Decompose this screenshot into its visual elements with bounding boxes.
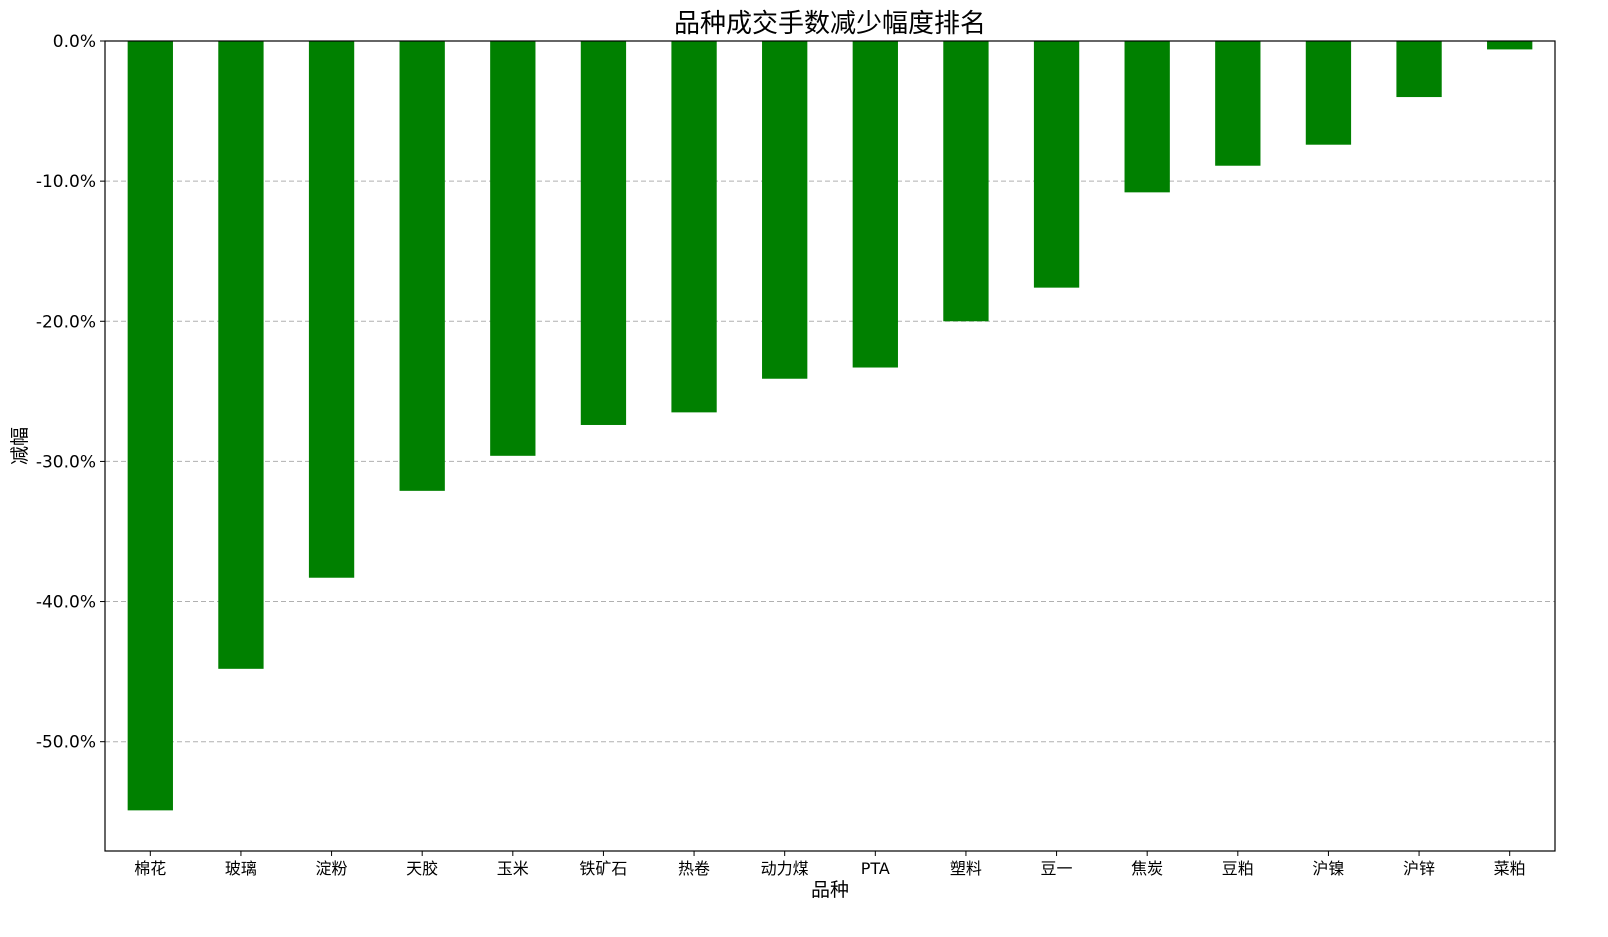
x-tick-label: 棉花 [134, 859, 166, 878]
plot-frame [104, 40, 1556, 852]
bar [218, 41, 264, 669]
x-tick-label: 热卷 [678, 859, 710, 878]
bar [1033, 41, 1080, 288]
y-tick-label: 0.0% [53, 32, 96, 52]
bar [1396, 41, 1442, 98]
bar [490, 41, 536, 456]
chart-title: 品种成交手数减少幅度排名 [674, 9, 986, 39]
bar-layer [127, 41, 1533, 811]
bar [852, 41, 898, 368]
bar [308, 41, 355, 578]
x-tick-label: 天胶 [406, 859, 438, 878]
x-tick-label: 菜粕 [1494, 859, 1526, 878]
x-tick-label: 沪镍 [1312, 859, 1344, 878]
x-axis: 棉花 玻璃 淀粉 天胶 玉米 铁矿石 热卷 动力煤 PTA 塑料 豆一 焦炭 豆粕 沪镍 沪锌 菜粕 [134, 851, 1526, 878]
x-tick-label: 焦炭 [1131, 859, 1163, 878]
x-tick-label: 动力煤 [761, 859, 809, 878]
bar [762, 41, 808, 379]
x-tick-label: 玻璃 [225, 859, 257, 878]
bar [399, 41, 445, 491]
bar [1487, 41, 1533, 50]
bar [943, 41, 989, 322]
x-tick-label: 塑料 [950, 859, 982, 878]
y-tick-label: -10.0% [36, 172, 96, 192]
y-tick-label: -40.0% [36, 593, 96, 613]
x-axis-label: 品种 [811, 879, 849, 901]
x-tick-label: 玉米 [497, 859, 529, 878]
x-tick-label: 沪锌 [1403, 859, 1435, 878]
bar [1215, 41, 1261, 166]
bar [1305, 41, 1352, 145]
y-tick-label: -50.0% [36, 733, 96, 753]
bar [1124, 41, 1170, 193]
x-tick-label: 豆一 [1041, 859, 1073, 878]
bar [671, 41, 717, 413]
y-tick-label: -20.0% [36, 312, 96, 332]
x-tick-label: PTA [861, 859, 890, 878]
y-axis-label: 减幅 [9, 427, 31, 465]
y-axis: 0.0% -10.0% -20.0% -30.0% -40.0% -50.0% [36, 32, 105, 753]
x-tick-label: 淀粉 [316, 859, 348, 878]
x-tick-label: 豆粕 [1222, 859, 1254, 878]
x-tick-label: 铁矿石 [579, 859, 627, 878]
y-tick-label: -30.0% [36, 452, 96, 472]
bar [580, 41, 627, 425]
bar [127, 41, 173, 811]
